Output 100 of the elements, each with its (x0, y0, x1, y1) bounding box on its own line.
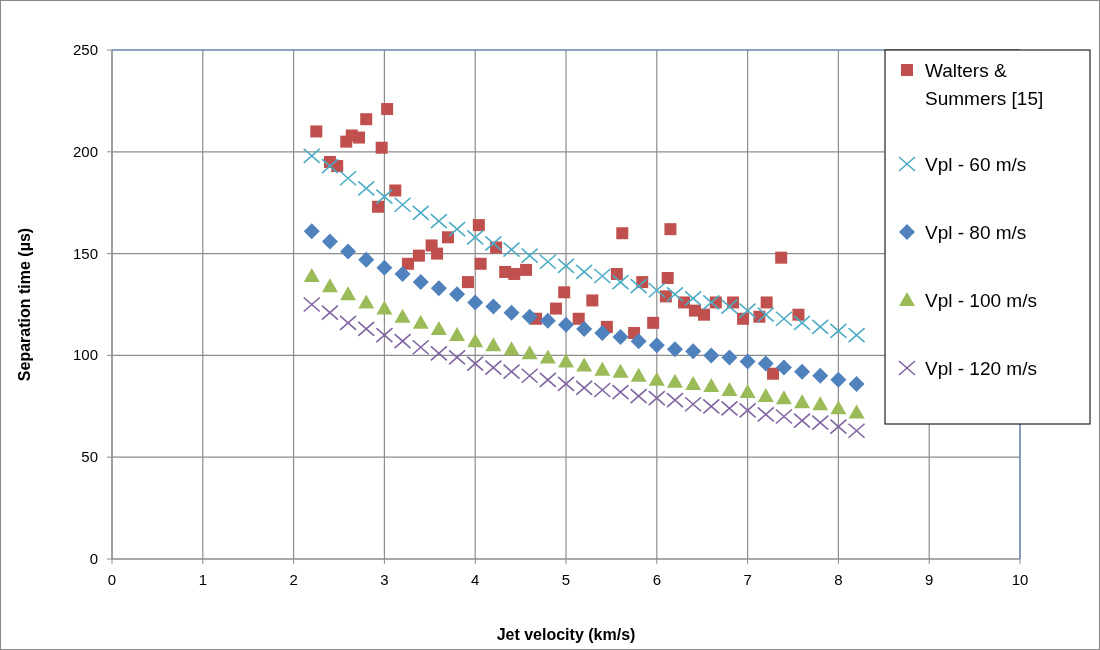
point (393, 196, 412, 213)
point (539, 349, 556, 364)
point (775, 251, 788, 264)
point (466, 229, 484, 246)
point (321, 158, 339, 174)
point (339, 170, 357, 187)
point (558, 316, 574, 333)
point (484, 235, 503, 252)
point (357, 321, 376, 337)
point (360, 113, 373, 126)
point (339, 315, 357, 331)
point (340, 286, 357, 301)
point (630, 333, 647, 350)
x-tick-label: 3 (380, 571, 389, 588)
point (812, 396, 829, 411)
point (431, 247, 444, 260)
point (703, 377, 720, 392)
y-tick-label: 100 (72, 346, 98, 364)
point (666, 341, 683, 358)
point (775, 359, 792, 376)
point (310, 125, 323, 138)
legend-label: Vpl - 80 m/s (925, 222, 1027, 243)
legend-label: Vpl - 100 m/s (925, 290, 1037, 311)
y-axis-title: Separation time (µs) (16, 227, 33, 382)
point (302, 148, 321, 164)
point (474, 257, 487, 270)
point (467, 333, 484, 348)
point (586, 294, 599, 307)
y-tick-label: 200 (72, 142, 98, 160)
point (411, 205, 430, 221)
point (661, 272, 674, 285)
point (756, 306, 775, 323)
point (520, 247, 539, 264)
point (811, 319, 830, 335)
point (812, 367, 829, 384)
point (610, 267, 623, 280)
point (412, 314, 429, 329)
point (830, 400, 847, 415)
point (448, 349, 466, 366)
point (630, 367, 647, 382)
point (829, 323, 848, 339)
point (430, 320, 447, 335)
point (357, 180, 376, 197)
point (558, 353, 574, 368)
point (737, 312, 750, 325)
point (666, 373, 683, 388)
y-tick-label: 50 (81, 448, 98, 466)
point (485, 298, 502, 315)
point (648, 337, 665, 354)
point (376, 259, 393, 276)
point (847, 327, 866, 343)
x-tick-label: 5 (561, 571, 571, 588)
point (594, 325, 611, 341)
point (572, 312, 585, 325)
point (848, 375, 865, 392)
point (593, 268, 612, 284)
point (757, 388, 774, 403)
x-tick-label: 8 (834, 571, 843, 588)
point (321, 304, 339, 321)
point (375, 327, 394, 343)
point (760, 296, 773, 309)
point (721, 382, 738, 397)
point (793, 315, 811, 331)
point (521, 345, 538, 360)
point (664, 223, 677, 236)
point (558, 286, 571, 299)
point (792, 308, 805, 321)
point (775, 310, 793, 327)
point (321, 278, 338, 293)
point (594, 361, 611, 376)
point (393, 333, 412, 349)
point (430, 213, 448, 229)
point (485, 337, 502, 352)
point (411, 339, 430, 356)
point (757, 355, 774, 372)
point (376, 300, 393, 315)
point (412, 249, 425, 262)
x-tick-label: 0 (107, 571, 117, 588)
x-tick-label: 2 (289, 571, 298, 588)
point (685, 375, 702, 390)
point (539, 312, 556, 329)
x-tick-label: 9 (925, 571, 934, 588)
point (739, 384, 756, 399)
point (472, 219, 485, 232)
legend-label: Vpl - 60 m/s (925, 154, 1027, 175)
point (449, 286, 466, 303)
point (381, 103, 394, 116)
point (575, 264, 593, 280)
point (449, 327, 466, 342)
point (340, 243, 357, 260)
point (520, 263, 533, 276)
point (612, 329, 629, 346)
point (557, 258, 575, 274)
x-tick-label: 1 (198, 571, 207, 588)
point (612, 363, 629, 378)
point (467, 294, 484, 311)
point (720, 298, 739, 315)
x-tick-label: 6 (652, 571, 661, 588)
point (375, 141, 388, 154)
point (739, 353, 756, 370)
